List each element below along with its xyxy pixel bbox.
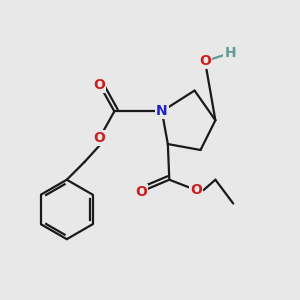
Text: O: O	[190, 183, 202, 197]
Text: O: O	[199, 54, 211, 68]
Text: N: N	[156, 104, 168, 118]
Text: H: H	[224, 46, 236, 60]
Text: O: O	[94, 78, 105, 92]
Text: O: O	[135, 184, 147, 199]
Text: O: O	[94, 131, 105, 145]
